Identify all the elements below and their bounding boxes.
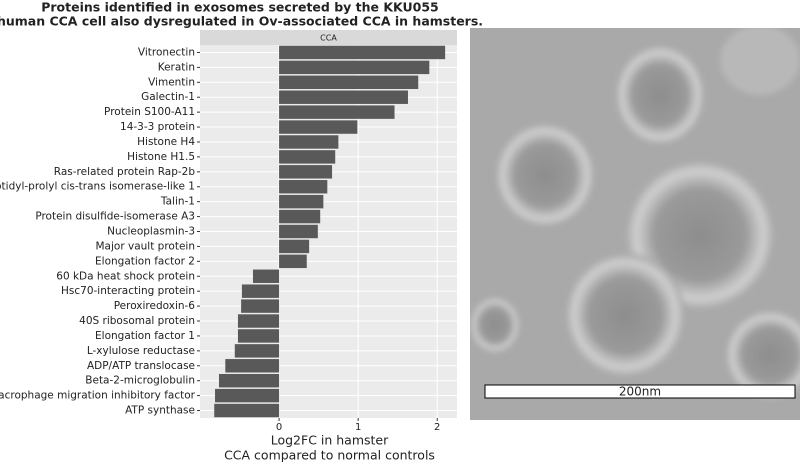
bar — [279, 75, 419, 90]
bar — [234, 344, 280, 358]
y-tick-label: Elongation factor 1 — [95, 330, 195, 342]
y-tick-label: ADP/ATP translocase — [87, 360, 195, 372]
facet-label: CCA — [320, 34, 337, 43]
y-tick-label: Beta-2-microglobulin — [85, 375, 195, 387]
scale-bar-label: 200nm — [619, 385, 661, 399]
y-tick-label: L-xylulose reductase — [87, 345, 195, 357]
bar — [215, 388, 280, 403]
y-tick-label: 60 kDa heat shock protein — [56, 270, 195, 282]
y-tick-label: Peptidyl-prolyl cis-trans isomerase-like… — [0, 181, 195, 193]
bar — [241, 284, 280, 298]
y-tick-label: Nucleoplasmin-3 — [107, 226, 195, 238]
y-tick-label: Macrophage migration inhibitory factor — [0, 390, 196, 402]
y-tick-label: Galectin-1 — [141, 91, 195, 103]
bar — [279, 120, 358, 134]
x-tick-label: 1 — [355, 422, 361, 433]
chart-title: Proteins identified in exosomes secreted… — [41, 0, 439, 15]
bar — [237, 314, 280, 328]
bar — [225, 359, 280, 373]
y-tick-label: Talin-1 — [160, 196, 195, 208]
y-tick-label: Protein disulfide-isomerase A3 — [35, 211, 195, 223]
bar — [279, 60, 430, 75]
bar — [279, 45, 446, 60]
y-tick-label: Histone H1.5 — [127, 151, 195, 163]
bar — [214, 403, 280, 418]
bar — [279, 180, 328, 194]
y-tick-label: Keratin — [158, 61, 195, 73]
bar — [237, 329, 280, 343]
y-tick-label: ATP synthase — [125, 405, 195, 417]
y-tick-label: Peroxiredoxin-6 — [114, 300, 196, 312]
y-tick-label: Histone H4 — [137, 136, 195, 148]
bar — [279, 150, 336, 164]
bar — [279, 135, 339, 149]
scale-bar — [484, 384, 796, 399]
y-tick-label: 14-3-3 protein — [120, 121, 195, 133]
x-axis-label: CCA compared to normal controls — [224, 448, 435, 463]
bar — [279, 254, 307, 269]
facet-strip — [200, 30, 457, 45]
y-tick-label: Vitronectin — [138, 46, 195, 58]
bar — [279, 194, 324, 209]
bar — [252, 269, 280, 283]
bar — [279, 239, 310, 254]
bar — [218, 373, 280, 388]
bar — [279, 90, 408, 104]
y-tick-label: Ras-related protein Rap-2b — [54, 166, 196, 178]
chart-title: human CCA cell also dysregulated in Ov-a… — [0, 14, 483, 29]
bar — [279, 224, 318, 239]
y-tick-label: Vimentin — [148, 76, 195, 88]
x-axis-label: Log2FC in hamster — [271, 433, 389, 448]
bar — [279, 105, 395, 119]
x-tick-label: 0 — [276, 422, 282, 433]
y-tick-label: Hsc70-interacting protein — [61, 285, 195, 297]
micrograph — [470, 28, 800, 420]
y-tick-label: Major vault protein — [96, 240, 196, 252]
y-tick-label: 40S ribosomal protein — [79, 315, 195, 327]
bar — [279, 165, 333, 179]
y-tick-label: Elongation factor 2 — [95, 255, 195, 267]
x-tick-label: 2 — [434, 422, 440, 433]
bar — [279, 209, 321, 224]
y-tick-label: Protein S100-A11 — [104, 106, 195, 118]
bar — [241, 299, 280, 313]
